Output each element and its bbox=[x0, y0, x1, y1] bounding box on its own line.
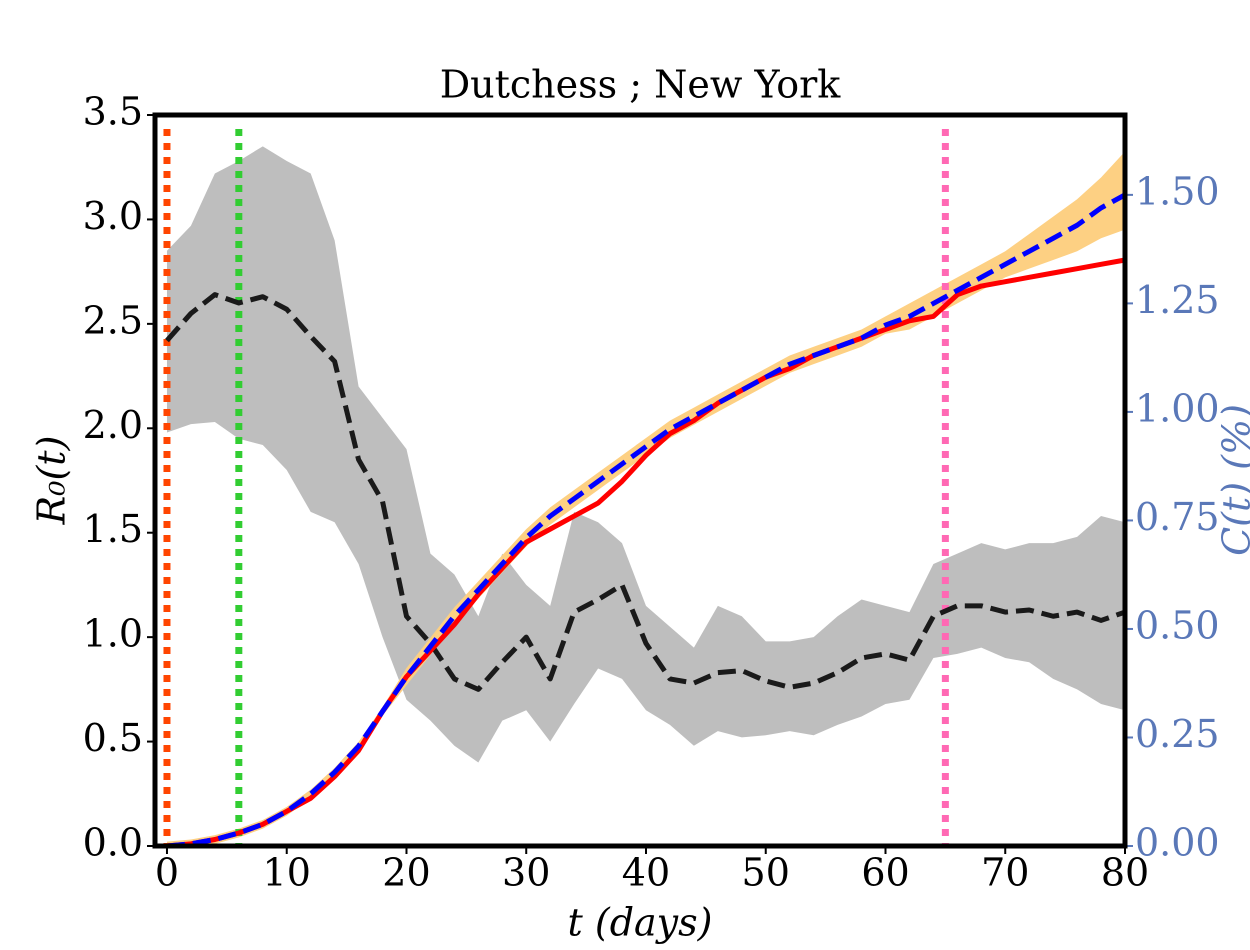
y2-tick-label: 1.25 bbox=[1135, 278, 1220, 322]
y2-tick-label: 1.00 bbox=[1135, 386, 1220, 430]
y-tick-label: 2.0 bbox=[83, 403, 143, 447]
y-tick-label: 3.5 bbox=[83, 90, 143, 134]
data-line bbox=[166, 257, 1126, 849]
chart-title: Dutchess ; New York bbox=[440, 63, 842, 107]
x-tick-label: 30 bbox=[502, 851, 550, 895]
x-tick-label: 70 bbox=[981, 851, 1029, 895]
y2-tick-label: 0.75 bbox=[1135, 495, 1220, 539]
x-tick-label: 50 bbox=[742, 851, 790, 895]
data-line bbox=[166, 192, 1127, 849]
x-axis-label: t (days) bbox=[568, 901, 713, 945]
y2-tick-label: 0.25 bbox=[1135, 712, 1220, 756]
x-tick-label: 40 bbox=[622, 851, 670, 895]
y-tick-label: 3.0 bbox=[83, 194, 143, 238]
x-tick-label: 10 bbox=[263, 851, 311, 895]
y-tick-label: 1.5 bbox=[83, 507, 143, 551]
x-tick-label: 80 bbox=[1101, 851, 1149, 895]
y2-tick-label: 0.50 bbox=[1135, 603, 1220, 647]
y2-tick-label: 1.50 bbox=[1135, 169, 1220, 213]
y-tick-label: 0.0 bbox=[83, 821, 143, 865]
y2-tick-label: 0.00 bbox=[1135, 821, 1220, 865]
y-tick-label: 0.5 bbox=[83, 716, 143, 760]
y2-axis-label: C(t) (%) bbox=[1215, 404, 1250, 556]
plot-frame bbox=[152, 112, 1128, 849]
y-tick-label: 2.5 bbox=[83, 298, 143, 342]
y-axis-label: R₀(t) bbox=[30, 436, 74, 526]
x-tick-label: 20 bbox=[382, 851, 430, 895]
data-line bbox=[165, 292, 1126, 692]
x-tick-label: 0 bbox=[155, 851, 179, 895]
x-tick-label: 60 bbox=[861, 851, 909, 895]
y-tick-label: 1.0 bbox=[83, 612, 143, 656]
